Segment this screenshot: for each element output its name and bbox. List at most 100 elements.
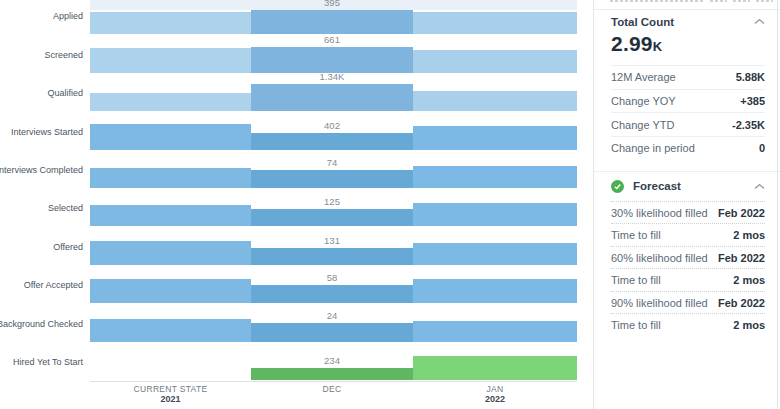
bar-jan-cell (413, 0, 577, 34)
panel-right-border (777, 0, 778, 409)
bar-jan[interactable] (413, 126, 577, 150)
stat-value: -2.35K (732, 119, 765, 131)
bar-current-state[interactable] (90, 205, 251, 226)
x-axis-tick: JAN2022 (413, 384, 577, 405)
bar-jan[interactable] (413, 50, 577, 73)
bar-current-state[interactable] (90, 48, 251, 73)
bar-dec[interactable] (251, 323, 413, 342)
funnel-row: Selected 125 (0, 188, 577, 226)
bar-dec[interactable] (251, 84, 413, 111)
clipped-chip-3[interactable] (756, 0, 773, 2)
funnel-row: Interviews Started402 (0, 111, 577, 149)
stat-value: Feb 2022 (718, 207, 765, 219)
total-count-rows: 12M Average 5.88K Change YOY +385 Change YTD… (611, 65, 765, 160)
x-axis-tick: CURRENT STATE2021 (90, 384, 251, 405)
bar-current-state[interactable] (90, 12, 251, 34)
stage-label: Offer Accepted (0, 265, 90, 303)
bar-current-state[interactable] (90, 168, 251, 188)
stat-value: 2 mos (733, 229, 765, 241)
total-count-header[interactable]: Total Count (611, 0, 765, 30)
clipped-chip-2[interactable] (733, 0, 750, 2)
bar-current-state-cell (90, 0, 251, 34)
bar-current-state-cell (90, 265, 251, 303)
stat-row: Change in period 0 (611, 136, 765, 160)
stage-label-text: Background Checked (0, 319, 83, 329)
chevron-up-icon[interactable] (754, 18, 765, 25)
stat-label: Change in period (611, 142, 695, 154)
bar-dec[interactable] (251, 248, 413, 265)
bar-jan[interactable] (413, 321, 577, 342)
bar-jan-cell (413, 34, 577, 72)
bar-jan[interactable] (413, 356, 577, 380)
bar-dec[interactable] (251, 170, 413, 188)
total-count-value: 2.99K (611, 33, 765, 58)
stage-label-text: Offered (53, 242, 83, 252)
tick-period: DEC (251, 384, 413, 394)
forecast-header[interactable]: Forecast (611, 172, 765, 201)
stage-label-text: Qualified (47, 88, 83, 98)
tick-year: 2022 (413, 394, 577, 405)
funnel-row: Qualified1.34K (0, 73, 577, 111)
bar-jan[interactable] (413, 91, 577, 111)
stat-row: 90% likelihood filledFeb 2022 (611, 291, 765, 314)
clipped-tab[interactable] (610, 0, 704, 2)
stat-value: 0 (759, 142, 765, 154)
forecast-section: Forecast 30% likelihood filled Feb 2022 Ti… (594, 171, 780, 336)
bar-dec[interactable] (251, 133, 413, 150)
bar-jan[interactable] (413, 243, 577, 265)
stat-value: +385 (740, 95, 765, 107)
stat-row: Time to fill2 mos (611, 223, 765, 246)
check-circle-icon (611, 180, 624, 193)
total-count-unit: K (653, 39, 663, 54)
stat-row: Change YOY +385 (611, 89, 765, 113)
stage-label: Selected (0, 188, 90, 226)
stat-value: 5.88K (736, 71, 765, 83)
dec-value-label: 395 (251, 0, 413, 8)
stage-label: Qualified (0, 73, 90, 111)
funnel-row: Screened661 (0, 34, 577, 72)
bar-current-state-cell (90, 188, 251, 226)
bar-jan[interactable] (413, 166, 577, 188)
bar-dec[interactable] (251, 285, 413, 303)
bar-current-state-cell (90, 111, 251, 149)
bar-dec[interactable] (251, 368, 413, 380)
stage-label: Interviews Started (0, 111, 90, 149)
bar-jan[interactable] (413, 279, 577, 303)
stat-label: Change YOY (611, 95, 676, 107)
stat-value: Feb 2022 (718, 252, 765, 264)
dec-value-label: 58 (251, 273, 413, 283)
bar-jan[interactable] (413, 203, 577, 226)
clipped-toolbar (594, 0, 780, 3)
stage-label-text: Offer Accepted (24, 280, 83, 290)
stat-label: Change YTD (611, 119, 674, 131)
stage-label-text: Interviews Completed (0, 165, 83, 175)
dec-value-label: 74 (251, 158, 413, 168)
funnel-row: Applied 395 (0, 0, 577, 34)
bar-current-state[interactable] (90, 319, 251, 342)
funnel-row: Hired Yet To Start234 (0, 342, 577, 380)
chevron-up-icon[interactable] (754, 183, 765, 190)
x-axis-labels: CURRENT STATE2021DECJAN2022 (90, 384, 577, 405)
funnel-row: Offered131 (0, 226, 577, 264)
clipped-chip-1[interactable] (710, 0, 727, 2)
tick-year: 2021 (90, 394, 251, 405)
bar-dec[interactable] (251, 10, 413, 34)
stat-label: 60% likelihood filled (611, 252, 708, 264)
bar-current-state[interactable] (90, 279, 251, 303)
stat-label: 12M Average (611, 71, 676, 83)
bar-current-state[interactable] (90, 93, 251, 111)
bar-jan-cell (413, 342, 577, 380)
stat-label: 30% likelihood filled (611, 207, 708, 219)
bar-jan-cell (413, 111, 577, 149)
bar-current-state[interactable] (90, 241, 251, 265)
stat-row: Time to fill2 mos (611, 268, 765, 291)
stat-row: 12M Average 5.88K (611, 65, 765, 89)
bar-dec[interactable] (251, 209, 413, 226)
dec-value-label: 125 (251, 197, 413, 207)
bar-jan[interactable] (413, 12, 577, 34)
bar-current-state[interactable] (90, 124, 251, 150)
bar-dec[interactable] (251, 47, 413, 73)
bar-current-state-cell (90, 226, 251, 264)
stage-label: Applied (0, 0, 90, 34)
stage-label: Interviews Completed (0, 150, 90, 188)
